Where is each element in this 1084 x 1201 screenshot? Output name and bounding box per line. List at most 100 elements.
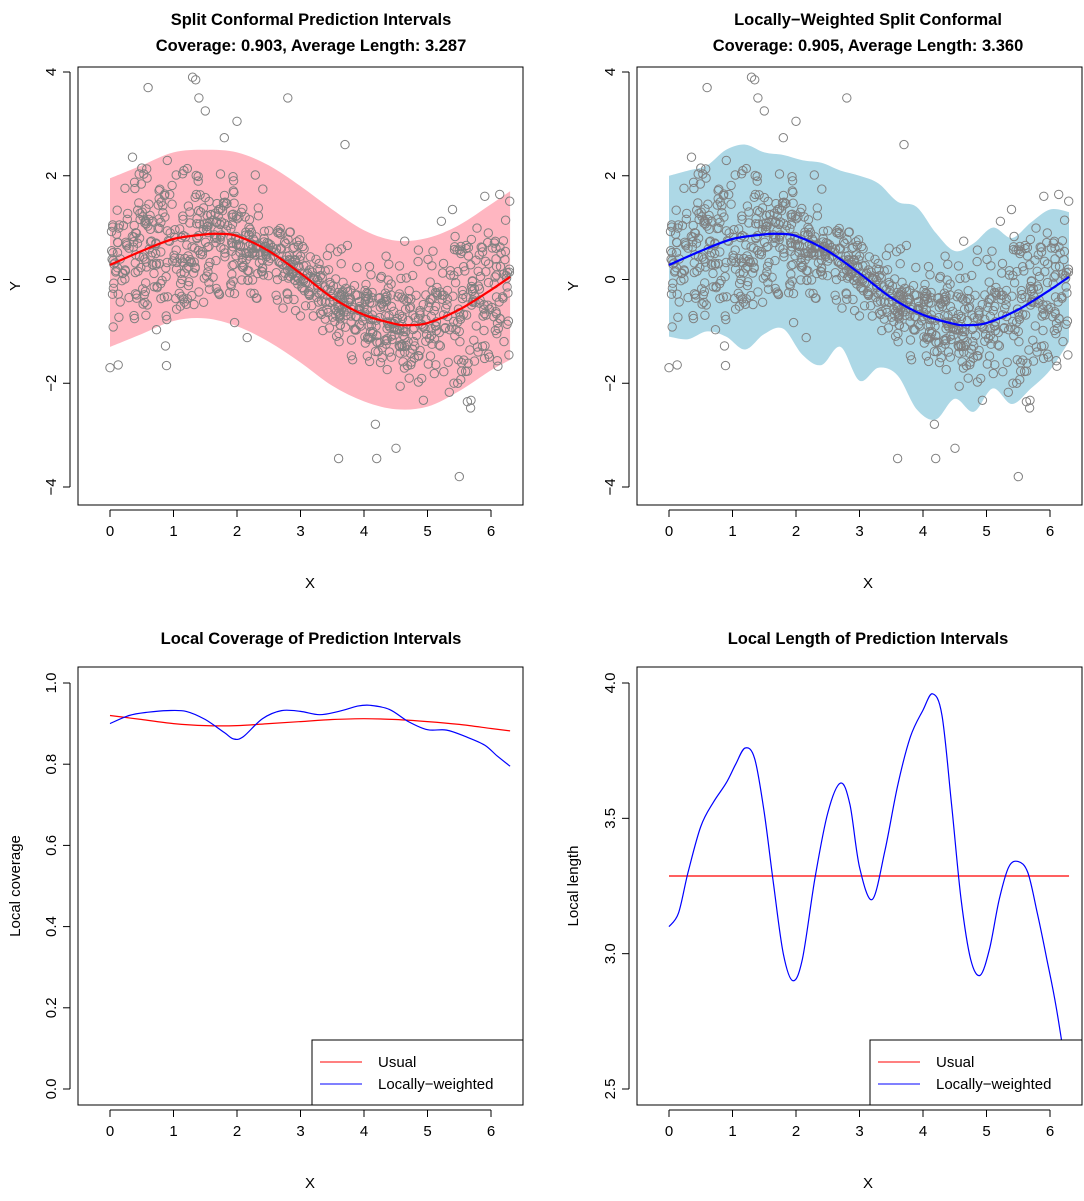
- scatter-point: [466, 234, 477, 245]
- scatter-point: [740, 299, 751, 309]
- panel-local-length: Local Length of Prediction Intervals 0 1 2…: [565, 630, 1083, 1192]
- scatter-point: [483, 277, 494, 288]
- scatter-point: [333, 453, 344, 464]
- scatter-point: [905, 335, 916, 345]
- scatter-point: [346, 317, 356, 327]
- scatter-point: [229, 288, 240, 299]
- scatter-point: [272, 295, 283, 305]
- scatter-point: [1009, 278, 1020, 288]
- scatter-point: [466, 395, 476, 405]
- scatter-point: [263, 238, 274, 249]
- y-tick-label: 2: [43, 172, 60, 180]
- scatter-point: [314, 258, 324, 269]
- scatter-point: [946, 334, 956, 345]
- scatter-point: [298, 241, 308, 252]
- scatter-point: [449, 378, 459, 388]
- scatter-point: [746, 242, 756, 252]
- scatter-point: [134, 198, 144, 208]
- scatter-point: [365, 327, 376, 337]
- scatter-point: [740, 263, 751, 273]
- scatter-point: [1017, 289, 1027, 300]
- scatter-point: [194, 287, 204, 297]
- scatter-point: [312, 280, 323, 290]
- scatter-point: [449, 270, 459, 281]
- chart-subtitle: Coverage: 0.903, Average Length: 3.287: [156, 37, 467, 55]
- scatter-point: [367, 329, 378, 339]
- scatter-point: [998, 367, 1008, 377]
- x-axis-label: X: [863, 575, 873, 592]
- scatter-point: [691, 290, 701, 300]
- scatter-point: [132, 290, 142, 300]
- scatter-point: [292, 273, 303, 283]
- scatter-point: [830, 290, 840, 300]
- scatter-point: [429, 306, 439, 316]
- scatter-point: [959, 332, 969, 343]
- scatter-point: [300, 301, 311, 311]
- scatter-point: [834, 223, 844, 234]
- scatter-point: [347, 304, 357, 315]
- scatter-point: [804, 224, 814, 234]
- scatter-point: [113, 238, 123, 248]
- scatter-point: [695, 262, 705, 273]
- scatter-point: [872, 297, 883, 307]
- scatter-point: [667, 222, 677, 232]
- scatter-point: [480, 341, 490, 351]
- scatter-point: [334, 337, 344, 347]
- scatter-point: [183, 251, 193, 261]
- scatter-point: [227, 260, 237, 271]
- scatter-point: [123, 208, 133, 219]
- plot-frame: [636, 66, 1083, 506]
- scatter-point: [331, 331, 342, 341]
- scatter-point: [1006, 204, 1017, 215]
- scatter-point: [921, 351, 931, 361]
- scatter-point: [999, 323, 1010, 333]
- scatter-point: [265, 253, 276, 263]
- scatter-point: [762, 267, 772, 277]
- scatter-point: [990, 360, 1000, 370]
- x-tick-label: 5: [423, 1123, 431, 1140]
- scatter-point: [492, 356, 502, 366]
- scatter-point: [857, 241, 867, 252]
- scatter-point: [851, 273, 862, 283]
- plot-frame: [636, 666, 1083, 1106]
- scatter-point: [972, 245, 983, 255]
- scatter-point: [229, 317, 240, 328]
- scatter-point: [781, 198, 791, 209]
- scatter-point: [700, 216, 710, 226]
- scatter-point: [335, 309, 346, 319]
- x-tick-label: 2: [792, 1123, 800, 1140]
- scatter-point: [859, 301, 870, 311]
- chart-title: Local Coverage of Prediction Intervals: [161, 630, 462, 648]
- scatter-point: [679, 183, 689, 194]
- scatter-point: [743, 277, 753, 287]
- scatter-point: [499, 269, 509, 279]
- scatter-point: [958, 363, 969, 373]
- scatter-point: [664, 363, 674, 373]
- scatter-point: [127, 152, 138, 162]
- scatter-point: [376, 273, 386, 283]
- scatter-point: [244, 266, 254, 276]
- scatter-point: [227, 219, 238, 229]
- scatter-point: [215, 235, 225, 245]
- scatter-point: [275, 227, 285, 238]
- scatter-point: [283, 273, 293, 283]
- scatter-point: [985, 311, 996, 321]
- scatter-point: [1042, 300, 1052, 310]
- scatter-point: [753, 93, 763, 103]
- scatter-point: [175, 224, 185, 234]
- scatter-point: [426, 311, 437, 321]
- scatter-point: [154, 259, 165, 269]
- scatter-point: [1014, 337, 1024, 347]
- scatter-point: [437, 290, 447, 300]
- scatter-point: [189, 268, 199, 278]
- y-tick-label: 3.5: [602, 808, 619, 829]
- scatter-point: [934, 312, 944, 323]
- scatter-point: [1008, 378, 1018, 388]
- scatter-point: [247, 275, 258, 285]
- scatter-point: [443, 357, 453, 367]
- scatter-point: [411, 290, 421, 300]
- scatter-point: [717, 208, 727, 218]
- scatter-point: [170, 225, 180, 235]
- scatter-point: [483, 259, 494, 269]
- scatter-point: [183, 201, 194, 211]
